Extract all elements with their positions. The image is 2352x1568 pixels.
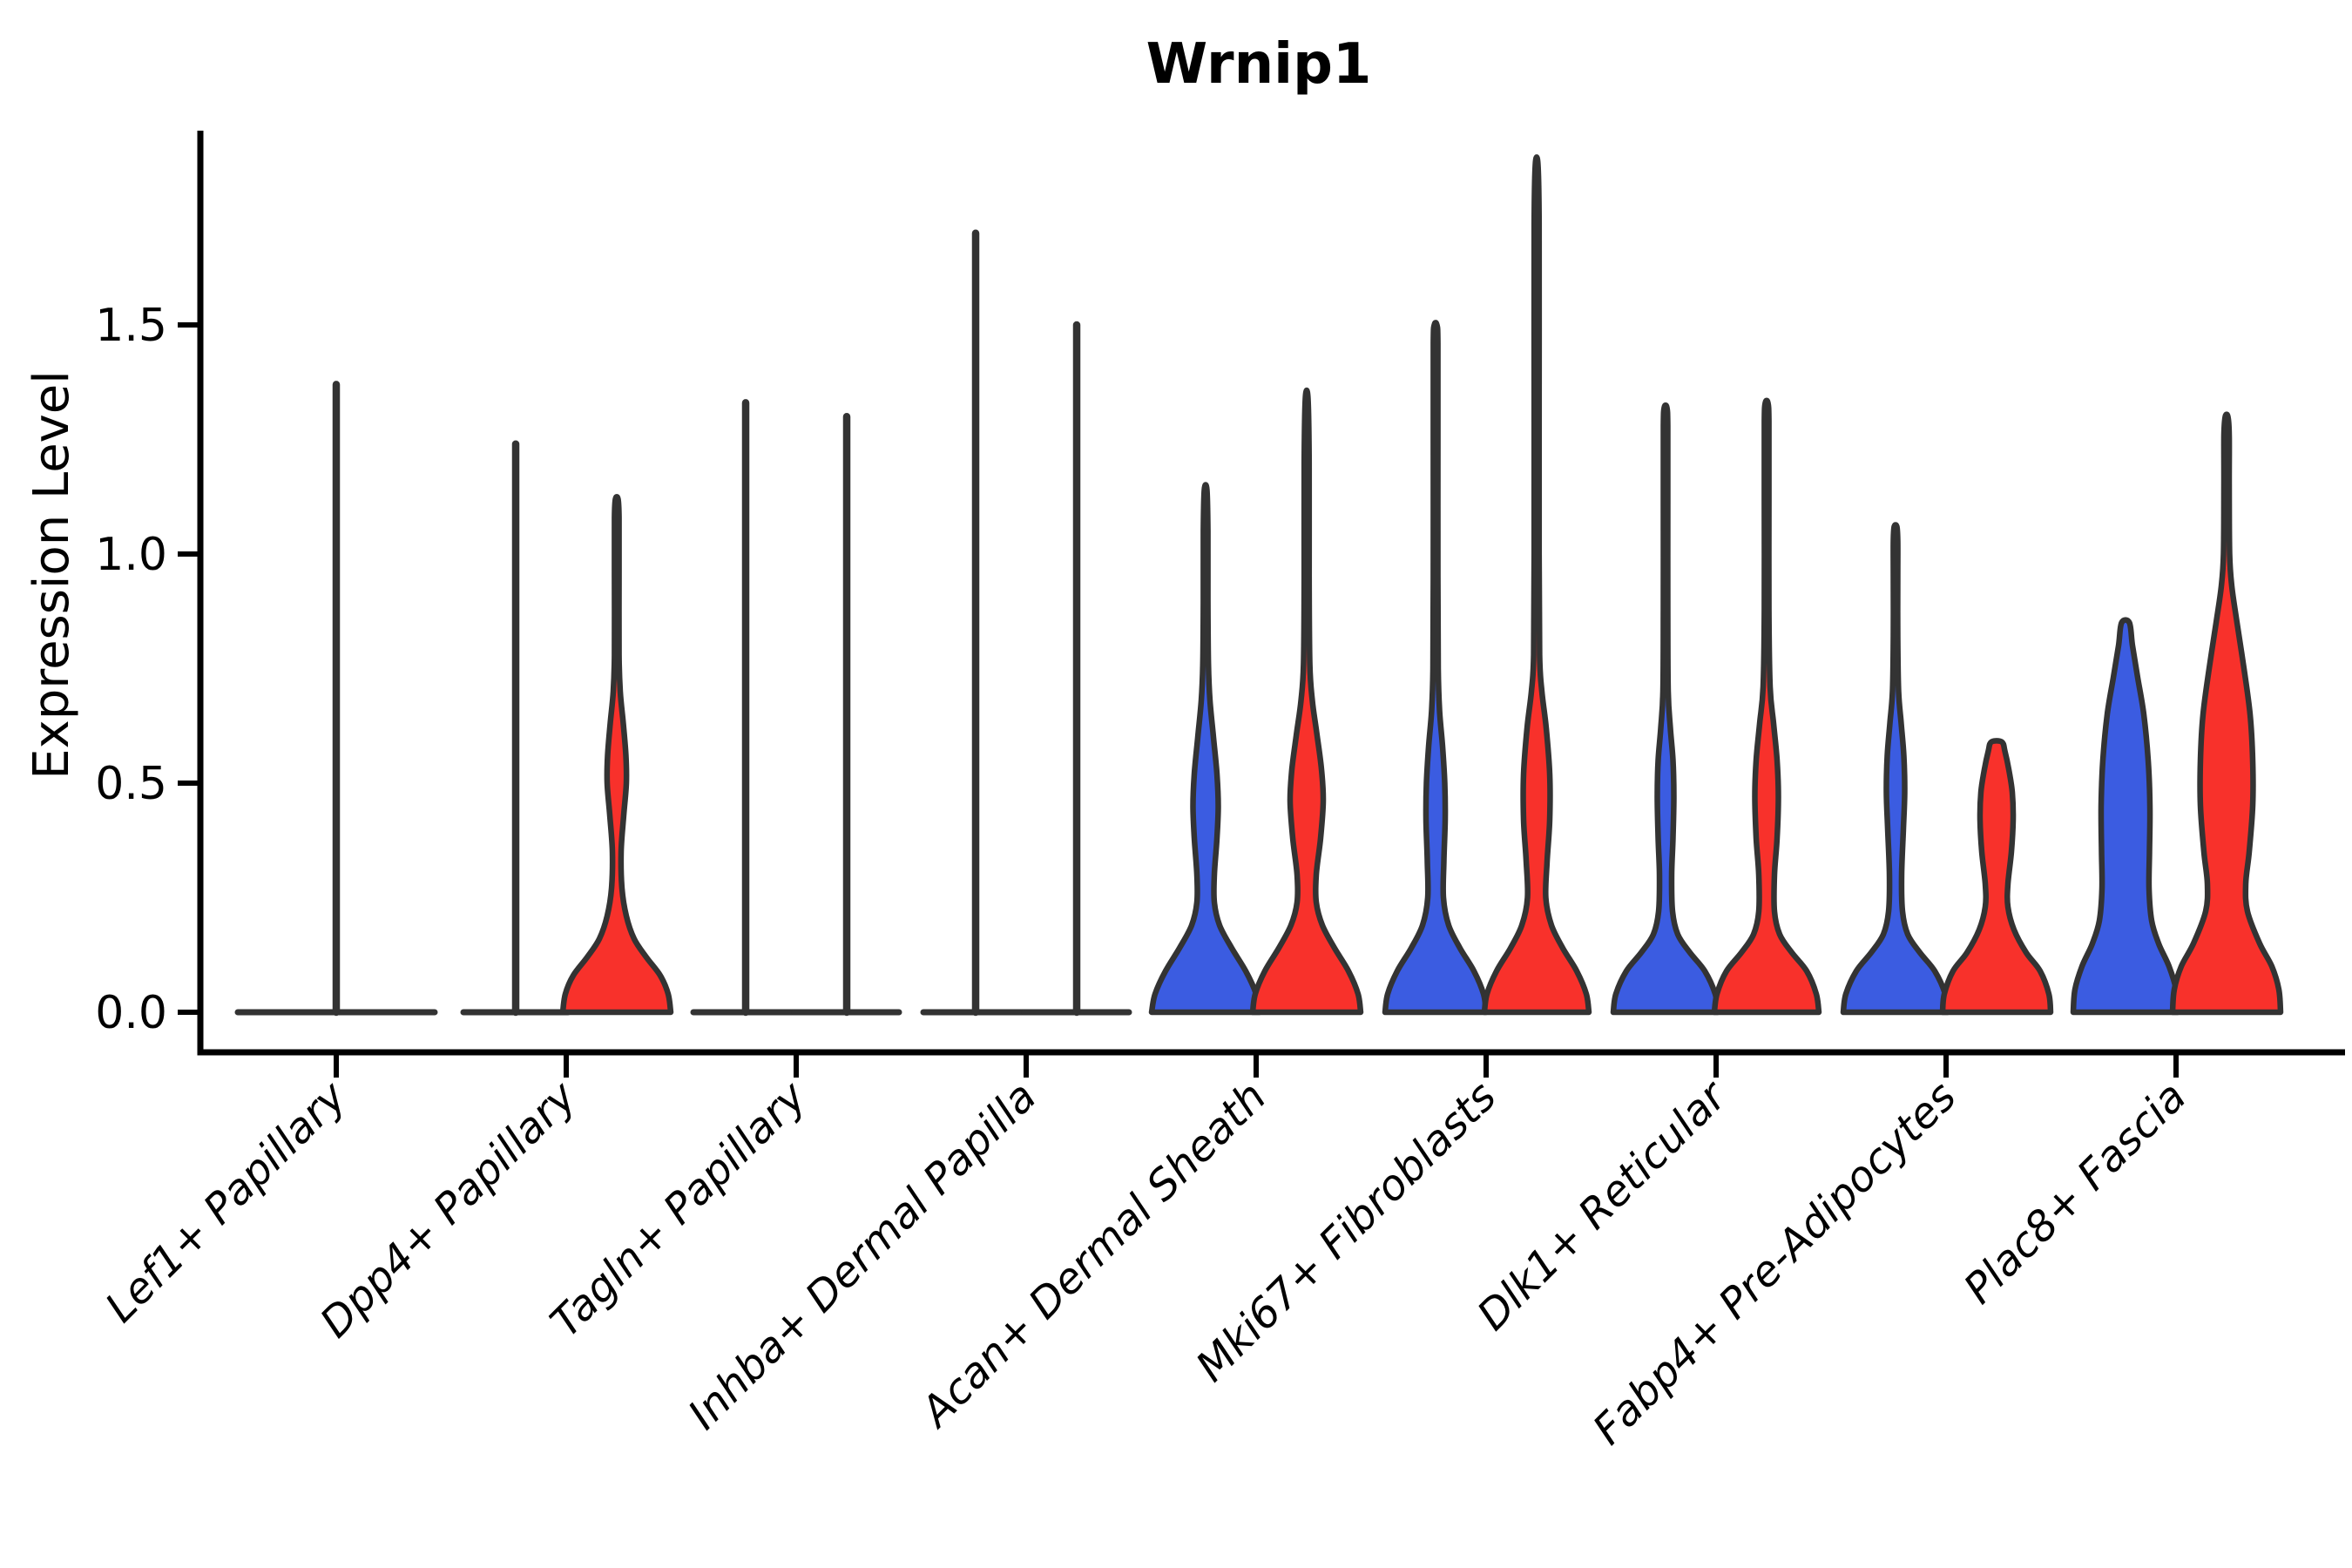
violin-blue xyxy=(2070,617,2181,1016)
x-tick-label: Lef1+ Papillary xyxy=(96,1071,356,1332)
y-axis-label: Expression Level xyxy=(24,370,80,780)
y-tick-label: 1.5 xyxy=(95,300,167,352)
violin-red xyxy=(1939,738,2054,1016)
x-tick-label: Dlk1+ Reticular xyxy=(1468,1071,1738,1341)
violin-blue xyxy=(1610,402,1721,1016)
violin-red xyxy=(1481,154,1592,1016)
violin-red xyxy=(559,494,674,1016)
x-tick-label: Tagln+ Papillary xyxy=(541,1071,816,1347)
violin-blue xyxy=(1382,320,1490,1016)
y-tick-label: 1.0 xyxy=(95,529,167,581)
x-tick-label: Dpp4+ Papillary xyxy=(311,1071,586,1347)
violin-red xyxy=(2169,411,2284,1016)
x-tick-label: Plac8+ Fascia xyxy=(1955,1072,2196,1314)
violins-layer xyxy=(234,154,2284,1017)
violin-red xyxy=(1711,397,1822,1016)
violin-red xyxy=(1249,387,1364,1016)
chart-title: Wrnip1 xyxy=(1146,32,1372,97)
violin-blue xyxy=(1148,482,1263,1016)
y-tick-label: 0.0 xyxy=(95,987,167,1039)
y-tick-label: 0.5 xyxy=(95,758,167,810)
x-tick-label: Fabp4+ Pre-Adipocytes xyxy=(1584,1072,1966,1455)
violin-blue xyxy=(1840,522,1951,1016)
